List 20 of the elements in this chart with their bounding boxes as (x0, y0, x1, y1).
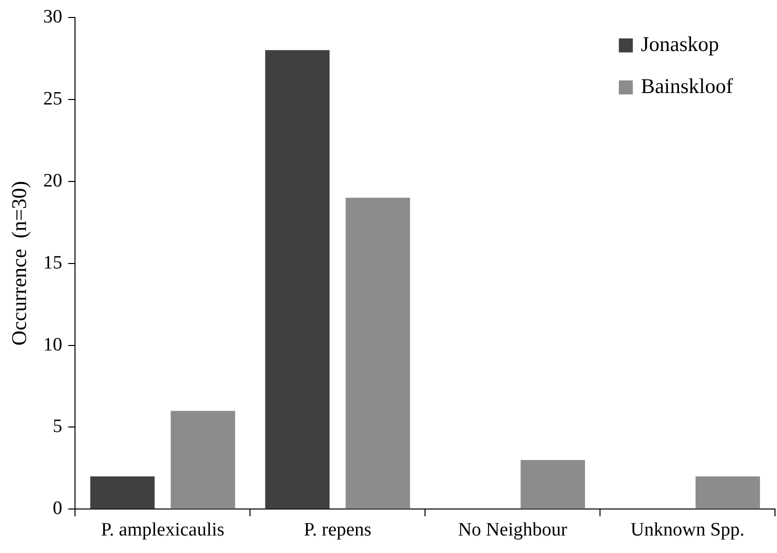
y-tick-label: 20 (43, 170, 62, 192)
x-tick-label: Unknown Spp. (630, 520, 745, 541)
bar (170, 410, 236, 509)
legend-label: Jonaskop (640, 32, 720, 56)
bar (696, 476, 760, 509)
bar (265, 50, 330, 509)
y-tick-label: 0 (52, 498, 62, 520)
x-tick-label: P. amplexicaulis (100, 520, 224, 541)
x-tick-label: P. repens (304, 520, 372, 541)
bar (346, 198, 410, 509)
y-tick-label: 30 (43, 6, 62, 28)
y-tick-label: 15 (43, 252, 62, 274)
legend-label: Bainskloof (640, 74, 734, 98)
x-tick-label: No Neighbour (458, 520, 568, 541)
y-tick-label: 10 (43, 334, 62, 356)
bar (90, 476, 155, 509)
y-axis-title: Occurrence (n=30) (7, 181, 32, 346)
bar (520, 460, 586, 509)
y-tick-label: 5 (52, 416, 62, 438)
y-tick-label: 25 (43, 88, 62, 110)
